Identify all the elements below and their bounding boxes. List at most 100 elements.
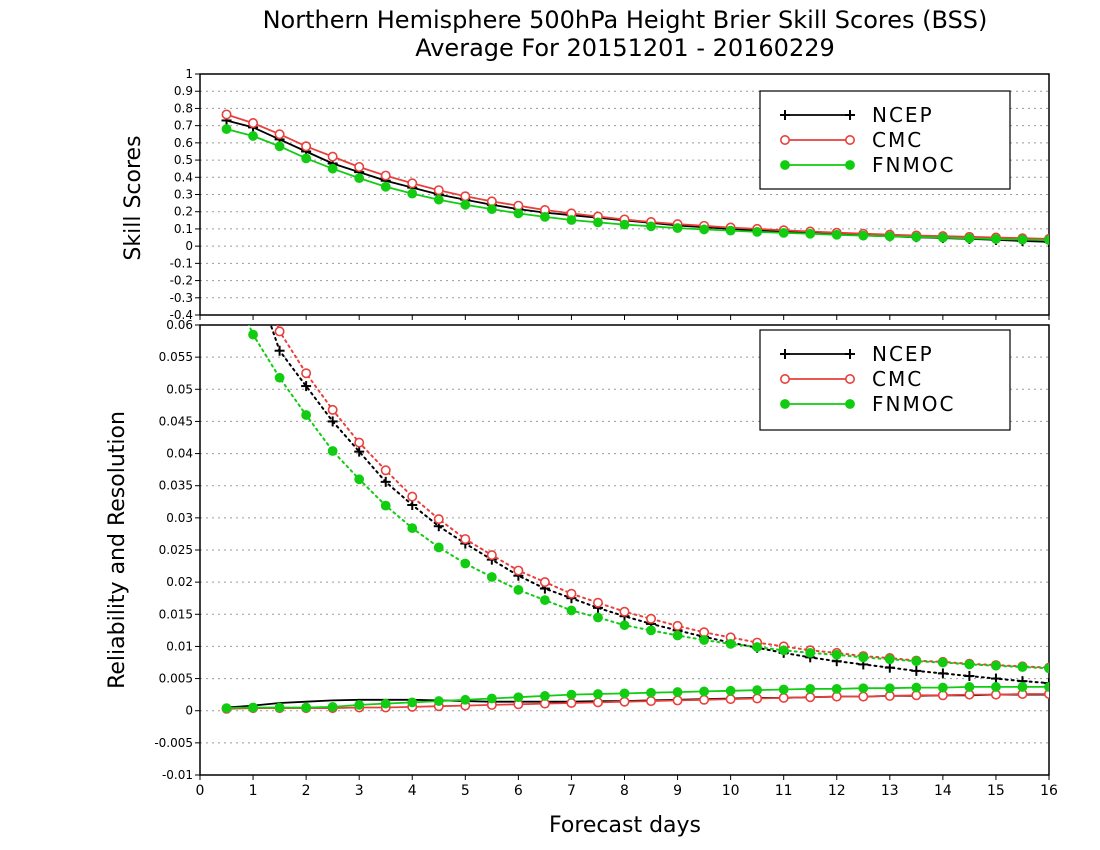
fnmoc-resolution-point: [380, 500, 391, 511]
cmc-resolution-point: [619, 606, 630, 617]
fnmoc-resolution-point: [1017, 662, 1028, 672]
cmc-reliability-point: [592, 697, 603, 708]
skill-ytick-label: -0.3: [170, 291, 193, 305]
relres-ytick-label: -0.005: [154, 736, 193, 750]
fnmoc-point: [460, 199, 471, 210]
x-axis-label: Forecast days: [549, 813, 701, 838]
fnmoc-point: [752, 226, 763, 237]
fnmoc-reliability-line: [225, 686, 1049, 709]
relres-legend-box: [759, 329, 1011, 431]
cmc-resolution-point: [274, 326, 285, 337]
relres-ytick-label: -0.01: [162, 768, 193, 782]
fnmoc-point: [513, 208, 524, 219]
fnmoc-resolution-point: [884, 654, 895, 665]
fnmoc-resolution-point: [327, 446, 338, 456]
ncep-resolution-point: [1044, 678, 1049, 689]
legend-marker-cmc: [779, 135, 790, 146]
fnmoc-reliability-point: [1044, 682, 1049, 692]
cmc-resolution-point: [539, 577, 550, 588]
fnmoc-resolution-point: [778, 645, 789, 656]
fnmoc-reliability-point: [752, 685, 763, 696]
cmc-point: [380, 170, 391, 181]
legend-marker-fnmoc: [845, 160, 855, 170]
fnmoc-point: [778, 227, 789, 238]
fnmoc-reliability-point: [964, 682, 975, 692]
cmc-resolution-point: [433, 514, 444, 525]
fnmoc-point: [274, 141, 285, 152]
fnmoc-reliability-point: [778, 684, 789, 695]
legend-marker-fnmoc: [845, 399, 855, 409]
fnmoc-resolution-point: [911, 656, 922, 667]
skill-ytick-label: -0.1: [170, 256, 193, 270]
legend-marker-ncep: [845, 349, 855, 359]
cmc-point: [221, 109, 232, 120]
xtick-label: 0: [196, 783, 205, 799]
fnmoc-resolution-point: [248, 329, 258, 340]
fnmoc-reliability-point: [327, 701, 338, 712]
relres-ytick-label: 0: [185, 704, 193, 718]
cmc-resolution-point: [646, 613, 657, 624]
fnmoc-reliability-point: [937, 682, 948, 693]
fnmoc-resolution-point: [991, 660, 1001, 671]
fnmoc-reliability-point: [486, 693, 497, 704]
fnmoc-point: [433, 194, 444, 205]
ncep-resolution-point: [274, 345, 285, 356]
legend-marker-ncep: [780, 110, 790, 120]
cmc-resolution-point: [407, 491, 418, 502]
relres-ytick-label: 0.05: [166, 382, 193, 396]
fnmoc-resolution-point: [433, 542, 444, 553]
fnmoc-point: [593, 217, 603, 228]
legend-label-cmc: CMC: [872, 367, 923, 391]
fnmoc-point: [805, 228, 816, 239]
xtick-label: 2: [302, 783, 311, 799]
fnmoc-point: [248, 131, 258, 141]
ncep-resolution-point: [990, 673, 1001, 684]
legend-label-ncep: NCEP: [872, 103, 934, 127]
legend-marker-ncep: [845, 110, 855, 120]
fnmoc-point: [1017, 234, 1028, 245]
fnmoc-point: [221, 124, 232, 134]
fnmoc-reliability-point: [248, 702, 258, 713]
ncep-resolution-line: [269, 325, 1049, 685]
fnmoc-point: [991, 234, 1001, 244]
cmc-reliability-point: [619, 696, 630, 707]
fnmoc-reliability-point: [566, 689, 577, 700]
skill-ytick-label: 0.5: [174, 153, 193, 167]
cmc-point: [407, 178, 418, 189]
skill-ytick-label: 0.1: [174, 222, 193, 236]
cmc-resolution-point: [327, 404, 338, 415]
relres-ytick-label: 0.04: [166, 447, 193, 461]
legend-label-fnmoc: FNMOC: [872, 392, 955, 416]
xtick-label: 6: [514, 783, 523, 799]
xtick-label: 15: [987, 783, 1005, 799]
cmc-reliability-point: [858, 691, 869, 702]
fnmoc-reliability-point: [540, 691, 550, 701]
fnmoc-resolution-point: [699, 635, 709, 645]
cmc-resolution-point: [672, 620, 683, 631]
ncep-resolution-point: [884, 662, 895, 673]
cmc-resolution-point: [460, 534, 471, 545]
fnmoc-reliability-point: [911, 682, 922, 693]
cmc-resolution-point: [249, 244, 257, 252]
fnmoc-point: [831, 229, 842, 240]
ncep-resolution-point: [937, 668, 948, 679]
fnmoc-reliability-point: [699, 686, 709, 697]
fnmoc-point: [937, 232, 948, 243]
relres-ytick-label: 0.005: [159, 672, 193, 686]
skill-ytick-label: 0.4: [174, 170, 193, 184]
fnmoc-reliability-point: [301, 702, 312, 713]
cmc-resolution-point: [222, 154, 230, 162]
fnmoc-resolution-point: [619, 620, 630, 631]
legend-marker-fnmoc: [780, 399, 790, 409]
xtick-label: 1: [249, 783, 258, 799]
reliability-resolution-panel: Reliability and Resolution -0.01 -0.005 0 0…: [105, 154, 1058, 799]
cmc-resolution-point: [380, 465, 391, 476]
relres-ytick-label: 0.03: [166, 511, 193, 525]
xtick-label: 8: [620, 783, 629, 799]
cmc-reliability-point: [699, 694, 710, 705]
skill-ytick-label: 0.9: [174, 84, 193, 98]
fnmoc-reliability-point: [221, 703, 232, 714]
xtick-label: 3: [355, 783, 364, 799]
fnmoc-reliability-point: [831, 683, 842, 694]
fnmoc-resolution-point: [937, 657, 948, 668]
